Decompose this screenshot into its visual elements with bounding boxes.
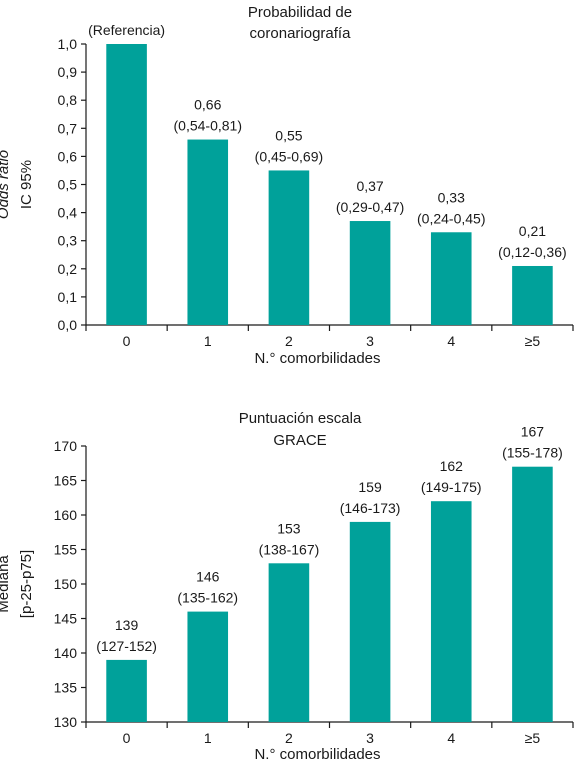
bar-5: [512, 265, 553, 325]
x-tick-label: 0: [123, 333, 131, 349]
x-axis-label: N.° comorbilidades: [254, 746, 380, 763]
bar-value-label: (138-167): [259, 541, 320, 557]
y-axis-label-line: [p-25-p75]: [18, 550, 35, 618]
chart-title-line: coronariografía: [250, 25, 352, 42]
bar-value-label: 0,21: [519, 223, 546, 239]
y-tick-label: 135: [54, 680, 78, 696]
bar-value-label: (0,54-0,81): [174, 118, 242, 134]
bar-0: [106, 659, 147, 722]
y-tick-label: 160: [54, 507, 78, 523]
bar-value-label: 0,55: [275, 127, 302, 143]
y-tick-label: 0,2: [58, 261, 78, 277]
bar-value-label: 167: [521, 424, 545, 440]
y-tick-label: 145: [54, 611, 78, 627]
bar-value-label: (127-152): [96, 638, 157, 654]
y-tick-label: 0,9: [58, 64, 78, 80]
y-axis-label-line: Mediana: [0, 555, 12, 613]
x-tick-label: 0: [123, 730, 131, 746]
x-axis-label: N.° comorbilidades: [254, 350, 380, 367]
x-tick-label: 2: [285, 333, 293, 349]
bar-value-label: 139: [115, 617, 139, 633]
bar-value-label: (135-162): [177, 590, 238, 606]
x-tick-label: 3: [366, 730, 374, 746]
chart-title-line: Probabilidad de: [248, 4, 352, 21]
x-tick-label: 3: [366, 333, 374, 349]
bar-1: [187, 139, 229, 325]
bar-value-label: (0,12-0,36): [498, 244, 566, 260]
bar-value-label: 146: [196, 569, 220, 585]
bar-value-label: (149-175): [421, 479, 482, 495]
x-tick-label: 1: [204, 730, 212, 746]
y-tick-label: 130: [54, 714, 78, 730]
x-tick-label: ≥5: [525, 730, 541, 746]
y-tick-label: 0,4: [58, 205, 78, 221]
y-tick-label: 0,0: [58, 317, 78, 333]
x-tick-label: 4: [447, 730, 455, 746]
bar-value-label: (155-178): [502, 445, 563, 461]
y-tick-label: 0,3: [58, 233, 78, 249]
bar-3: [349, 521, 391, 722]
y-axis-label-line: Odds ratio: [0, 150, 12, 219]
bar-value-label: (Referencia): [88, 22, 165, 38]
y-axis-label-line: IC 95%: [18, 160, 35, 209]
bar-1: [187, 611, 229, 722]
y-tick-label: 0,8: [58, 92, 78, 108]
chart-coronariografia: Probabilidad de coronariografía Odds ratio…: [0, 4, 574, 367]
y-tick-label: 0,6: [58, 148, 78, 164]
bar-2: [268, 170, 310, 325]
bar-4: [430, 232, 472, 325]
chart-title-line: GRACE: [273, 432, 326, 449]
y-tick-label: 165: [54, 473, 78, 489]
bar-value-label: 153: [277, 520, 301, 536]
y-tick-label: 155: [54, 542, 78, 558]
x-tick-label: 2: [285, 730, 293, 746]
x-tick-label: 4: [447, 333, 455, 349]
y-tick-label: 1,0: [58, 36, 78, 52]
bar-value-label: 0,37: [356, 178, 383, 194]
bar-value-label: 159: [358, 479, 382, 495]
bar-value-label: (0,24-0,45): [417, 210, 485, 226]
bar-2: [268, 563, 310, 722]
y-tick-label: 170: [54, 438, 78, 454]
y-tick-label: 0,1: [58, 289, 78, 305]
x-tick-label: ≥5: [525, 333, 541, 349]
bar-3: [349, 221, 391, 325]
bar-0: [106, 44, 147, 325]
y-tick-label: 0,5: [58, 177, 78, 193]
bar-value-label: (0,29-0,47): [336, 199, 404, 215]
bar-5: [512, 466, 553, 722]
bar-value-label: 0,33: [438, 189, 465, 205]
y-tick-label: 0,7: [58, 120, 78, 136]
y-tick-label: 150: [54, 576, 78, 592]
bar-value-label: (146-173): [340, 500, 401, 516]
x-tick-label: 1: [204, 333, 212, 349]
chart-title-line: Puntuación escala: [239, 410, 362, 427]
bar-4: [430, 501, 472, 722]
bar-value-label: 162: [440, 458, 464, 474]
bar-value-label: (0,45-0,69): [255, 148, 323, 164]
bar-value-label: 0,66: [194, 97, 221, 113]
chart-grace: Puntuación escala GRACE Mediana [p-25-p75] 1…: [0, 410, 574, 763]
y-tick-label: 140: [54, 645, 78, 661]
